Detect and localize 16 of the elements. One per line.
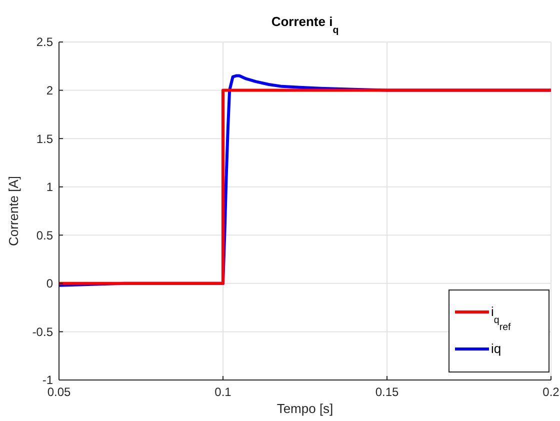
x-tick-label: 0.2 <box>542 385 560 399</box>
y-tick-label: 2.5 <box>36 35 54 50</box>
x-tick-label: 0.05 <box>47 385 71 399</box>
x-tick-label: 0.1 <box>214 385 232 399</box>
y-tick-label: 1 <box>46 180 54 194</box>
y-tick-label: -1 <box>42 373 54 388</box>
x-tick-label: 0.15 <box>375 385 399 399</box>
y-tick-label: 1.5 <box>36 132 54 146</box>
y-tick-label: -0.5 <box>32 324 54 339</box>
chart-title: Corrente i$_{q}$ <box>271 14 339 36</box>
x-axis-title: Tempo [s] <box>276 401 334 416</box>
y-tick-label: 0 <box>46 276 54 291</box>
y-tick-label: 2 <box>46 83 54 98</box>
y-tick-label: 0.5 <box>36 228 54 242</box>
y-axis-title: Corrente [A] <box>6 176 21 246</box>
legend-label: iq <box>491 341 502 356</box>
